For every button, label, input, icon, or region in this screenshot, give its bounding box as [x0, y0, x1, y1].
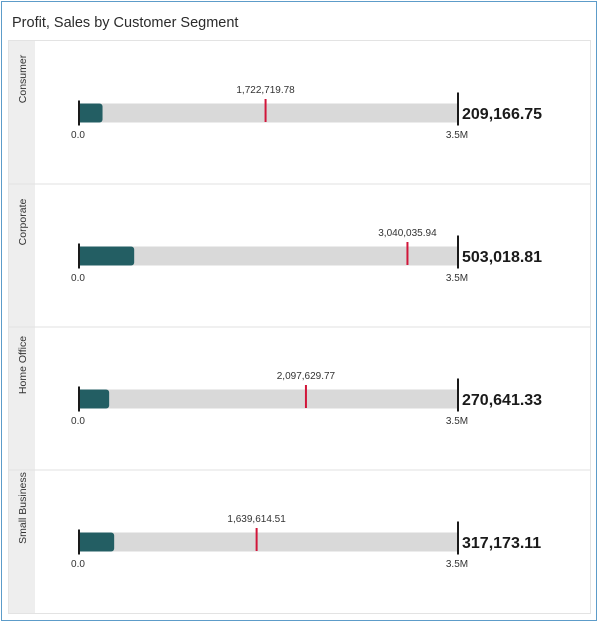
measure-bar — [80, 246, 135, 266]
measure-bar-edge — [80, 103, 84, 123]
chart-title: Profit, Sales by Customer Segment — [12, 15, 239, 31]
axis-tick-label: 3.5M — [446, 130, 468, 141]
target-value-label: 1,639,614.51 — [227, 514, 286, 525]
measure-value-label: 209,166.75 — [462, 106, 542, 123]
segment-label: Small Business — [17, 472, 29, 544]
segment-label: Corporate — [17, 199, 29, 246]
measure-bar — [80, 103, 103, 123]
measure-bar — [80, 389, 110, 409]
axis-tick-label: 0.0 — [71, 130, 85, 141]
bullet-track — [80, 532, 457, 552]
bullet-track — [80, 389, 457, 409]
target-value-label: 3,040,035.94 — [378, 228, 437, 239]
axis-tick-label: 3.5M — [446, 273, 468, 284]
measure-bar-edge — [80, 532, 84, 552]
axis-tick-label: 3.5M — [446, 416, 468, 427]
axis-tick-label: 0.0 — [71, 273, 85, 284]
segment-label: Consumer — [17, 54, 29, 103]
measure-value-label: 270,641.33 — [462, 392, 542, 409]
bullet-track — [80, 246, 457, 266]
axis-tick-label: 3.5M — [446, 559, 468, 570]
target-value-label: 2,097,629.77 — [277, 371, 336, 382]
bullet-track — [80, 103, 457, 123]
target-value-label: 1,722,719.78 — [236, 85, 295, 96]
measure-value-label: 317,173.11 — [462, 535, 541, 552]
axis-tick-label: 0.0 — [71, 416, 85, 427]
measure-bar-edge — [80, 389, 84, 409]
measure-bar — [80, 532, 115, 552]
axis-tick-label: 0.0 — [71, 559, 85, 570]
measure-bar-edge — [80, 246, 84, 266]
chart-panel — [8, 40, 591, 614]
measure-value-label: 503,018.81 — [462, 249, 542, 266]
segment-label: Home Office — [17, 336, 29, 394]
